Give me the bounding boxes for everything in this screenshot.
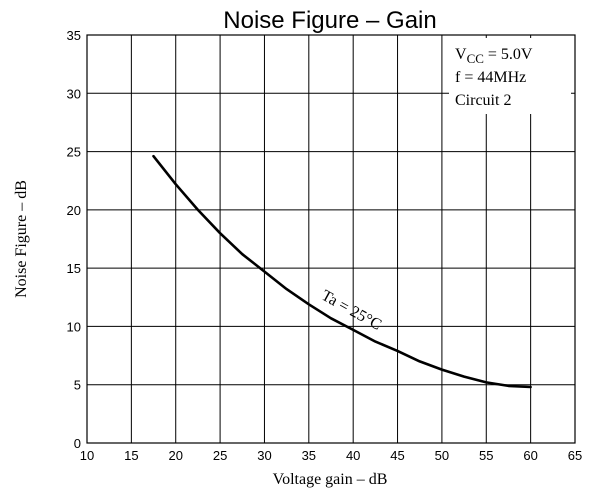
- x-tick-label: 10: [80, 448, 94, 463]
- y-tick-label: 20: [67, 203, 81, 218]
- y-tick-label: 0: [74, 436, 81, 451]
- x-tick-label: 15: [124, 448, 138, 463]
- y-tick-label: 5: [74, 378, 81, 393]
- x-tick-label: 25: [213, 448, 227, 463]
- y-tick-label: 15: [67, 261, 81, 276]
- plot-frame: [86, 34, 576, 444]
- x-tick-label: 35: [302, 448, 316, 463]
- condition-circuit: Circuit 2: [455, 92, 511, 109]
- chart-title: Noise Figure – Gain: [223, 7, 436, 34]
- y-tick-labels: 0 5 10 15 20 25 30 35: [67, 28, 81, 451]
- y-tick-label: 10: [67, 319, 81, 334]
- x-tick-label: 45: [390, 448, 404, 463]
- series-line-ta-25c: [152, 154, 532, 389]
- x-tick-labels: 10 15 20 25 30 35 40 45 50 55 60 65: [80, 448, 582, 463]
- x-tick-label: 50: [435, 448, 449, 463]
- y-tick-label: 25: [67, 145, 81, 160]
- x-axis-label: Voltage gain – dB: [273, 471, 388, 488]
- x-tick-label: 40: [346, 448, 360, 463]
- y-tick-label: 35: [67, 28, 81, 43]
- condition-vcc-subscript: CC: [467, 51, 484, 66]
- x-tick-label: 65: [568, 448, 582, 463]
- condition-vcc-value: = 5.0V: [484, 46, 533, 63]
- condition-vcc: VCC = 5.0V: [455, 46, 533, 66]
- x-tick-label: 60: [523, 448, 537, 463]
- x-tick-label: 55: [479, 448, 493, 463]
- condition-vcc-symbol: V: [455, 46, 467, 63]
- x-tick-label: 30: [257, 448, 271, 463]
- y-tick-label: 30: [67, 86, 81, 101]
- condition-frequency: f = 44MHz: [455, 69, 526, 86]
- y-axis-label: Noise Figure – dB: [13, 180, 30, 298]
- x-tick-label: 20: [168, 448, 182, 463]
- conditions-box: [449, 38, 571, 114]
